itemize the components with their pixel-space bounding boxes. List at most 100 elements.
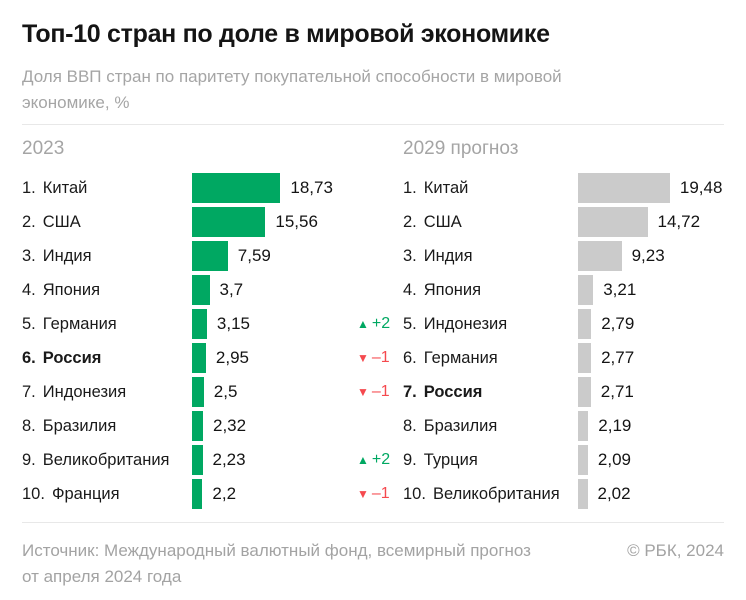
table-row: 3. Индия 7,59: [22, 239, 357, 273]
bar: [192, 445, 203, 475]
rank-number: 1.: [22, 178, 36, 197]
country-label: 1. Китай: [22, 179, 192, 198]
country-name: Индонезия: [423, 314, 508, 333]
bar: [192, 479, 203, 509]
country-name: Индия: [42, 246, 92, 265]
bar: [578, 343, 592, 373]
subtitle: Доля ВВП стран по паритету покупательной…: [22, 64, 724, 116]
bar: [192, 377, 204, 407]
bar-value: 2,19: [598, 416, 632, 435]
chart-2029-forecast: 2029 прогноз 1. Китай 19,48 2. США 14,72 3…: [357, 138, 724, 511]
table-row: 6. Россия 2,95: [22, 341, 357, 375]
country-name: Турция: [423, 450, 478, 469]
country-label: 9. Великобритания: [22, 451, 192, 470]
subtitle-line-2: экономике, %: [22, 93, 130, 112]
rank-down-icon: ▼: [357, 351, 369, 365]
bar: [578, 445, 588, 475]
bar-value: 3,15: [216, 314, 250, 333]
country-name: Франция: [51, 484, 120, 503]
bar-value: 18,73: [290, 178, 333, 197]
country-name: Китай: [42, 178, 88, 197]
rank-change: ▼ –1: [357, 383, 403, 401]
rank-change: ▲ +2: [357, 315, 403, 333]
table-row: 7. Индонезия 2,5: [22, 375, 357, 409]
rank-change: ▲ +2: [357, 451, 403, 469]
top-divider: [22, 124, 724, 125]
source-note: Источник: Международный валютный фонд, в…: [22, 538, 531, 590]
bar: [578, 275, 594, 305]
rank-number: 7.: [403, 382, 417, 401]
country-name: Япония: [42, 280, 101, 299]
rank-number: 6.: [22, 348, 36, 367]
bar: [192, 411, 203, 441]
bar-value: 3,7: [219, 280, 244, 299]
charts-area: 2023 1. Китай 18,73 2. США 15,56 3. Индия 7…: [22, 125, 724, 511]
bar-value: 2,09: [597, 450, 631, 469]
rank-number: 9.: [22, 450, 36, 469]
table-row: 9. Великобритания 2,23: [22, 443, 357, 477]
bar: [192, 207, 266, 237]
country-name: Германия: [42, 314, 117, 333]
bar-value: 3,21: [603, 280, 637, 299]
country-name: Индонезия: [42, 382, 127, 401]
bar: [192, 309, 207, 339]
rank-number: 7.: [22, 382, 36, 401]
bar-value: 2,77: [601, 348, 635, 367]
footer: Источник: Международный валютный фонд, в…: [22, 523, 724, 590]
country-label: 8. Бразилия: [22, 417, 192, 436]
source-line-2: от апреля 2024 года: [22, 567, 182, 586]
rank-up-icon: ▲: [357, 317, 369, 331]
country-name: Великобритания: [42, 450, 170, 469]
rank-number: 10.: [22, 484, 45, 503]
country-label: 7. Россия: [403, 383, 578, 402]
bar: [578, 479, 588, 509]
country-name: Россия: [423, 382, 483, 401]
country-label: 2. США: [403, 213, 578, 232]
table-row: 2. США 14,72: [357, 205, 724, 239]
chart-2023: 2023 1. Китай 18,73 2. США 15,56 3. Индия 7…: [22, 138, 357, 511]
country-label: 9. Турция: [403, 451, 578, 470]
bottom-divider: [22, 522, 724, 523]
rank-change-label: –1: [371, 383, 390, 400]
country-label: 2. США: [22, 213, 192, 232]
table-row: ▼ –1 6. Германия 2,77: [357, 341, 724, 375]
country-label: 4. Япония: [22, 281, 192, 300]
chart-2023-rows: 1. Китай 18,73 2. США 15,56 3. Индия 7,59 4…: [22, 171, 357, 511]
bar-value: 2,95: [215, 348, 249, 367]
table-row: 8. Бразилия 2,32: [22, 409, 357, 443]
country-name: Россия: [42, 348, 102, 367]
rank-number: 2.: [403, 212, 417, 231]
chart-heading-2023: 2023: [22, 138, 65, 159]
country-label: 6. Россия: [22, 349, 192, 368]
rank-number: 4.: [22, 280, 36, 299]
table-row: 3. Индия 9,23: [357, 239, 724, 273]
chart-heading-2029: 2029 прогноз: [403, 138, 519, 159]
country-label: 10. Великобритания: [403, 485, 578, 504]
bar: [192, 241, 228, 271]
bar: [578, 309, 592, 339]
rank-change-label: +2: [371, 451, 391, 468]
bar: [192, 173, 281, 203]
bar: [578, 377, 591, 407]
country-name: Индия: [423, 246, 473, 265]
rank-down-icon: ▼: [357, 487, 369, 501]
bar-value: 2,23: [212, 450, 246, 469]
rank-number: 1.: [403, 178, 417, 197]
table-row: 4. Япония 3,7: [22, 273, 357, 307]
bar-value: 2,02: [597, 484, 631, 503]
source-line-1: Источник: Международный валютный фонд, в…: [22, 541, 531, 560]
country-label: 1. Китай: [403, 179, 578, 198]
country-name: Бразилия: [423, 416, 498, 435]
rank-change-label: +2: [371, 315, 391, 332]
table-row: ▼ –1 10. Великобритания 2,02: [357, 477, 724, 511]
rank-number: 5.: [22, 314, 36, 333]
country-label: 3. Индия: [22, 247, 192, 266]
bar: [192, 275, 210, 305]
rank-number: 6.: [403, 348, 417, 367]
table-row: ▼ –1 7. Россия 2,71: [357, 375, 724, 409]
bar-value: 15,56: [275, 212, 318, 231]
rank-change-label: –1: [371, 485, 390, 502]
country-name: Япония: [423, 280, 482, 299]
bar: [578, 411, 589, 441]
